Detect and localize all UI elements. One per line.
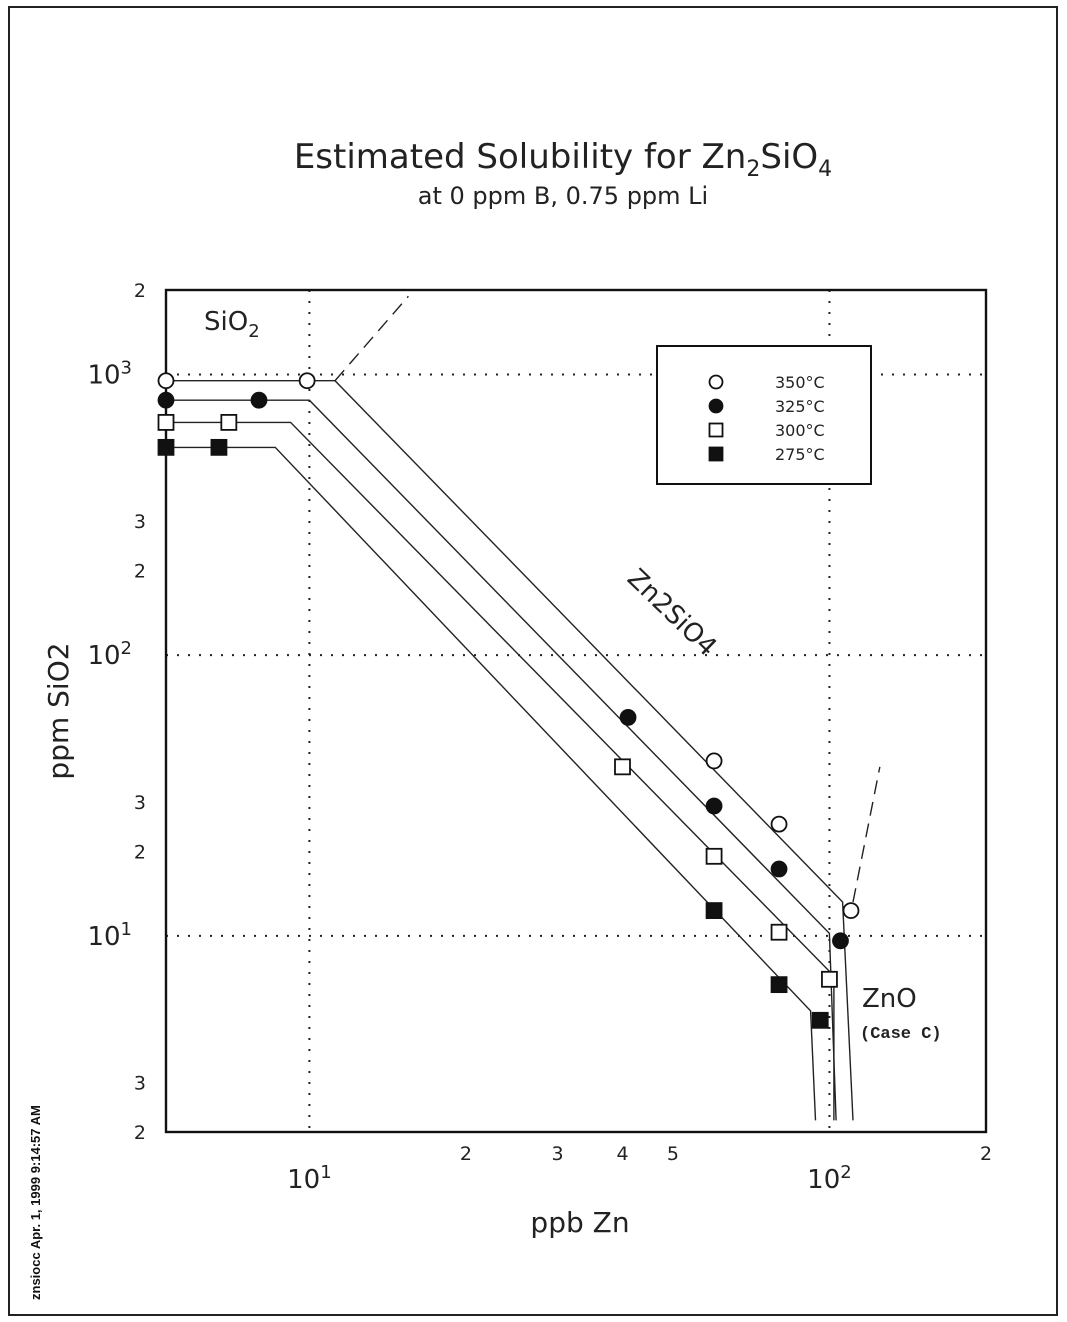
legend-entry: 325°C: [708, 397, 825, 416]
y-tick-label: 103: [87, 357, 132, 390]
x-tick-label: 4: [616, 1143, 628, 1165]
data-point: [157, 372, 175, 390]
data-point: [298, 372, 316, 390]
legend-entry: 300°C: [708, 421, 825, 440]
data-point: [157, 413, 175, 431]
data-point: [770, 976, 788, 994]
data-point: [770, 923, 788, 941]
data-point: [811, 1011, 829, 1029]
x-tick-label: 102: [807, 1162, 852, 1195]
series-markers: [157, 372, 860, 1029]
y-tick-label: 3: [134, 1073, 146, 1095]
data-point: [614, 758, 631, 776]
y-tick-label: 102: [87, 638, 132, 671]
y-tick-label: 3: [134, 792, 146, 814]
legend-marker: [708, 422, 724, 438]
x-axis-ticks: 101 2 3 4 5 102 2: [287, 1143, 992, 1195]
series-line: [166, 399, 837, 1121]
y-tick-label: 101: [87, 919, 132, 952]
series-lines: [166, 380, 854, 1121]
data-point: [210, 438, 228, 456]
chart-subtitle: at 0 ppm B, 0.75 ppm Li: [418, 182, 708, 210]
x-tick-label: 2: [980, 1143, 992, 1165]
data-point: [250, 391, 268, 409]
y-tick-label: 2: [134, 1122, 146, 1144]
case-label: (Case C): [860, 1025, 942, 1044]
region-label-sio2: SiO2: [204, 307, 260, 342]
y-axis-label: ppm SiO2: [42, 642, 75, 779]
data-point: [770, 815, 788, 833]
legend-marker: [708, 446, 724, 462]
region-label-zno: ZnO: [862, 984, 917, 1014]
legend-label: 325°C: [775, 397, 825, 416]
data-point: [832, 932, 849, 950]
series-line: [166, 446, 817, 1121]
x-axis-label: ppb Zn: [530, 1206, 629, 1239]
series-line: [166, 421, 835, 1121]
y-tick-label: 2: [134, 841, 146, 863]
legend-label: 300°C: [775, 421, 825, 440]
data-point: [220, 413, 238, 431]
legend-label: 275°C: [775, 445, 825, 464]
x-tick-label: 2: [460, 1143, 472, 1165]
y-axis-ticks: 2 3 101 2 3 102 2 3 103 2: [87, 280, 146, 1144]
data-point: [821, 970, 838, 988]
data-point: [705, 752, 723, 770]
region-label-zn2sio4: Zn2SiO4: [621, 563, 722, 662]
x-tick-label: 101: [287, 1162, 332, 1195]
series-line: [166, 380, 854, 1121]
boundary-extension-line: [334, 295, 409, 382]
legend-entry: 350°C: [708, 373, 825, 392]
legend-marker: [708, 398, 724, 414]
y-tick-label: 3: [134, 511, 146, 533]
file-timestamp-note: znsiocc Apr. 1, 1999 9:14:57 AM: [28, 1105, 43, 1300]
legend: 350°C 325°C 300°C 275°C: [656, 345, 872, 485]
data-point: [157, 438, 175, 456]
legend-entries: 350°C 325°C 300°C 275°C: [708, 373, 825, 464]
y-tick-label: 2: [134, 280, 146, 302]
data-point: [770, 860, 788, 878]
legend-marker: [708, 374, 724, 390]
data-point: [157, 391, 175, 409]
phase-boundary-extensions: [334, 295, 881, 903]
x-tick-label: 3: [551, 1143, 563, 1165]
chart-frame: [8, 6, 1058, 1316]
data-point: [619, 709, 637, 726]
data-point: [705, 902, 723, 919]
legend-box: [656, 345, 872, 485]
y-tick-label: 2: [134, 561, 146, 583]
data-point: [705, 847, 723, 865]
chart-title: Estimated Solubility for Zn2SiO4: [294, 137, 832, 182]
x-tick-label: 5: [667, 1143, 679, 1165]
legend-label: 350°C: [775, 373, 825, 392]
plot-area: [164, 288, 988, 1134]
boundary-extension-line: [852, 766, 881, 903]
legend-entry: 275°C: [708, 445, 825, 464]
data-point: [705, 797, 723, 815]
data-point: [842, 902, 860, 919]
